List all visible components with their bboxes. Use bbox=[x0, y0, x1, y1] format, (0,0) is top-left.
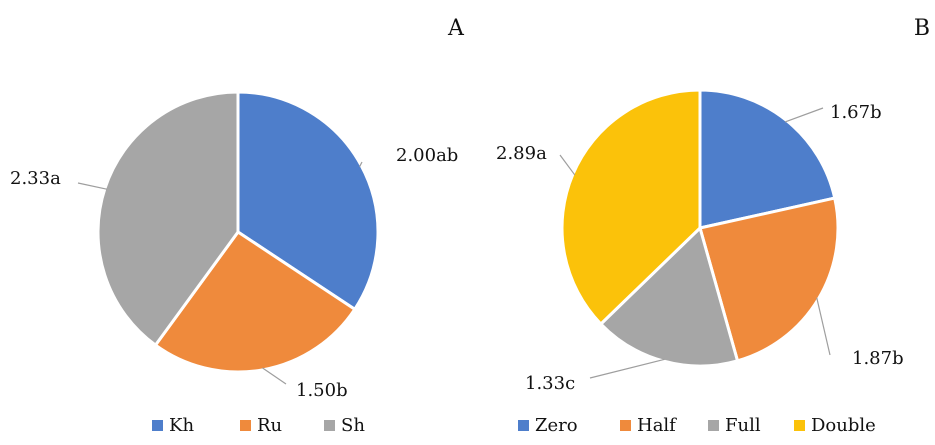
pie-b-data-label-double: 2.89a bbox=[496, 143, 547, 164]
legend-b-swatch-zero bbox=[518, 420, 529, 431]
legend-a-label-kh: Kh bbox=[169, 415, 194, 436]
legend-b-label-full: Full bbox=[725, 415, 761, 436]
legend-a-swatch-sh bbox=[324, 420, 335, 431]
pie-b-slice-zero bbox=[698, 88, 837, 230]
legend-b: Zero Half Full Double bbox=[518, 415, 876, 436]
pie-a-leader-ru bbox=[262, 367, 287, 385]
pie-b-leader-double bbox=[559, 154, 576, 176]
pie-b-slice-half bbox=[698, 196, 840, 363]
pie-b: 1.67b 1.87b 1.33c 2.89a bbox=[496, 88, 904, 394]
pie-a-leader-sh bbox=[77, 182, 107, 190]
legend-b-swatch-full bbox=[708, 420, 719, 431]
pie-b-slice-full bbox=[599, 226, 740, 368]
legend-b-label-half: Half bbox=[637, 415, 677, 436]
legend-b-swatch-half bbox=[620, 420, 631, 431]
legend-a-swatch-ru bbox=[240, 420, 251, 431]
legend-a: Kh Ru Sh bbox=[152, 415, 365, 436]
pie-b-data-label-half: 1.87b bbox=[852, 348, 904, 369]
panel-b-title: B bbox=[914, 16, 930, 41]
pie-b-leader-zero bbox=[784, 107, 824, 123]
pie-b-leader-full bbox=[589, 358, 665, 379]
legend-a-label-sh: Sh bbox=[341, 415, 365, 436]
pie-a-data-label-kh: 2.00ab bbox=[396, 145, 458, 166]
pie-b-leader-half bbox=[816, 297, 831, 356]
panel-a-title: A bbox=[447, 16, 465, 41]
pie-a-data-label-sh: 2.33a bbox=[10, 168, 61, 189]
pie-b-data-label-zero: 1.67b bbox=[830, 102, 882, 123]
pie-a-leader-kh bbox=[359, 161, 363, 167]
pie-a: 2.00ab 1.50b 2.33a bbox=[10, 90, 458, 401]
legend-a-swatch-kh bbox=[152, 420, 163, 431]
legend-b-swatch-double bbox=[794, 420, 805, 431]
pie-b-slice-double bbox=[560, 88, 702, 326]
legend-a-label-ru: Ru bbox=[257, 415, 282, 436]
pie-b-data-label-full: 1.33c bbox=[525, 373, 575, 394]
legend-b-label-zero: Zero bbox=[535, 415, 578, 436]
pie-a-data-label-ru: 1.50b bbox=[296, 380, 348, 401]
legend-b-label-double: Double bbox=[811, 415, 876, 436]
pie-a-slice-ru bbox=[153, 230, 357, 374]
